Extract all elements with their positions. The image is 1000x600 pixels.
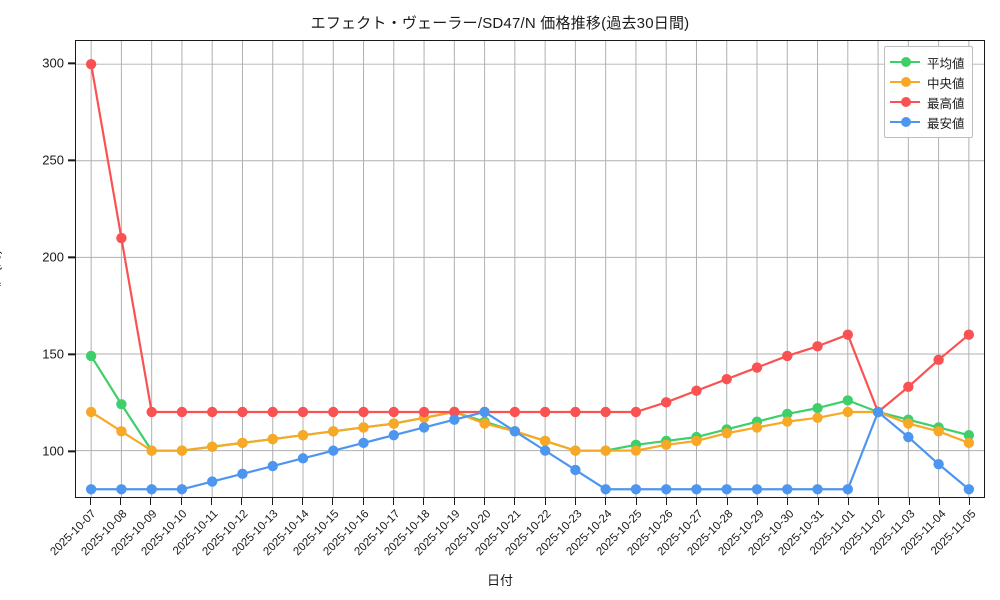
y-tick-label: 300 — [42, 55, 64, 71]
x-tick-mark — [180, 498, 182, 505]
legend-item-平均値[interactable]: 平均値 — [890, 52, 965, 72]
x-tick-mark — [483, 498, 486, 505]
x-tick-mark — [696, 498, 698, 505]
x-tick-mark — [756, 498, 759, 505]
x-tick-mark — [817, 498, 819, 505]
legend-item-中央値[interactable]: 中央値 — [890, 72, 965, 92]
y-tick-mark — [68, 159, 75, 161]
x-tick-mark — [150, 498, 152, 505]
x-tick-mark — [635, 498, 637, 505]
x-tick-mark — [392, 498, 395, 505]
x-tick-mark — [241, 498, 243, 505]
x-tick-mark — [332, 498, 334, 505]
y-tick-label: 200 — [42, 249, 64, 265]
x-axis-label: 日付 — [486, 573, 513, 588]
x-tick-mark — [908, 498, 910, 505]
y-tick-mark — [68, 62, 75, 64]
legend-marker-icon — [890, 76, 920, 88]
x-tick-mark — [271, 498, 273, 505]
legend-label: 平均値 — [927, 56, 965, 71]
x-tick-mark — [210, 498, 213, 505]
x-tick-mark — [423, 498, 425, 505]
series-中央値 — [85, 406, 975, 456]
y-tick-label: 250 — [42, 152, 64, 168]
y-axis-ticks: 100 150 200 250 300 — [0, 40, 1000, 498]
series-lines — [85, 59, 975, 495]
legend-item-最安値[interactable]: 最安値 — [890, 112, 965, 132]
legend-marker-icon — [890, 116, 920, 128]
legend-label: 中央値 — [927, 76, 965, 91]
x-tick-mark — [119, 498, 122, 505]
y-tick-mark — [68, 256, 75, 258]
x-axis-ticks: 2025-10-07 2025-10-08 2025-10-09 2025-10-10… — [0, 498, 1000, 598]
x-tick-mark — [847, 498, 850, 505]
y-tick-label: 150 — [42, 346, 64, 362]
chart-title: エフェクト・ヴェーラー/SD47/N 価格推移(過去30日間) — [310, 15, 690, 32]
y-tick-label: 100 — [42, 443, 64, 459]
x-tick-mark — [453, 498, 455, 505]
series-最高値 — [85, 59, 975, 418]
legend-label: 最高値 — [927, 96, 965, 111]
x-tick-mark — [787, 498, 789, 505]
plot-area — [75, 40, 985, 498]
x-tick-mark — [514, 498, 516, 505]
x-tick-mark — [574, 498, 577, 505]
y-tick-mark — [68, 353, 75, 356]
y-tick-mark — [68, 450, 75, 453]
x-tick-mark — [544, 498, 546, 505]
x-tick-mark — [605, 498, 607, 505]
x-tick-mark — [362, 498, 364, 505]
chart-legend: 平均値中央値最高値最安値 — [884, 46, 973, 138]
x-tick-mark — [878, 498, 880, 505]
series-最安値 — [85, 406, 975, 495]
legend-marker-icon — [890, 56, 920, 68]
legend-label: 最安値 — [927, 116, 965, 131]
x-tick-mark — [969, 498, 971, 505]
x-tick-mark — [665, 498, 668, 505]
x-tick-mark — [726, 498, 728, 505]
legend-marker-icon — [890, 96, 920, 108]
x-tick-mark — [938, 498, 941, 505]
legend-item-最高値[interactable]: 最高値 — [890, 92, 965, 112]
x-tick-mark — [89, 498, 91, 505]
x-tick-mark — [301, 498, 304, 505]
